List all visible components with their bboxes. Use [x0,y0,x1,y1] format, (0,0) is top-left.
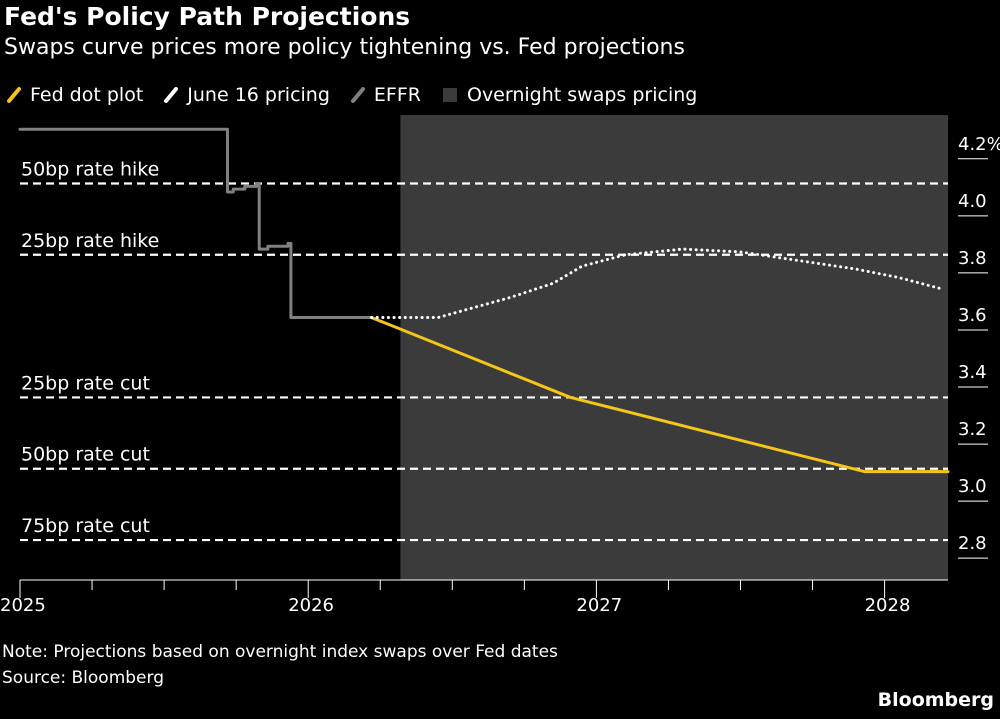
legend-item-effr: EFFR [350,84,421,106]
y-tick-label: 3.4 [958,362,987,383]
reference-line-label: 50bp rate hike [21,158,159,180]
legend-label: EFFR [373,84,421,106]
legend-label: Fed dot plot [30,84,144,106]
legend-label: Overnight swaps pricing [466,84,698,106]
legend-item-overnight-swaps-pricing: Overnight swaps pricing [441,84,697,106]
series-line-fed-dot-plot [370,316,950,474]
x-tick-label: 2027 [576,595,622,616]
legend-item-june-16-pricing: June 16 pricing [163,84,330,106]
y-tick-label: 2.8 [958,533,987,554]
chart-subtitle: Swaps curve prices more policy tightenin… [4,35,685,60]
reference-line-label: 50bp rate cut [21,444,150,466]
chart-title: Fed's Policy Path Projections [4,2,411,31]
chart-note: Note: Projections based on overnight ind… [2,642,558,662]
x-tick-label: 2026 [288,595,334,616]
reference-line-label: 75bp rate cut [21,515,150,537]
y-tick-label: 4.2% [958,134,1000,155]
line-chart: 50bp rate hike 25bp rate hike 25bp rate cu… [0,115,1000,616]
x-tick-label: 2025 [0,595,46,616]
y-tick-label: 3.8 [958,248,987,269]
y-tick-label: 3.6 [958,305,987,326]
square-swatch-icon [442,88,457,102]
y-tick-label: 4.0 [958,191,987,212]
series-line-effr [18,127,374,320]
brand-logo: Bloomberg [877,689,994,711]
reference-line-label: 25bp rate cut [21,372,150,394]
legend-item-fed-dot-plot: Fed dot plot [6,84,143,106]
legend-label: June 16 pricing [187,84,330,106]
chart-source: Source: Bloomberg [2,668,164,688]
y-tick-label: 3.2 [958,419,987,440]
reference-line-label: 25bp rate hike [21,230,159,252]
shaded-region-overnight-swaps [400,115,948,580]
diagonal-line-swatch-icon [164,87,179,103]
diagonal-line-swatch-icon [7,87,21,103]
series-line-june-16-pricing [370,247,944,320]
legend: Fed dot plot June 16 pricing EFFR Overni… [6,82,717,108]
x-tick-label: 2028 [865,595,911,616]
y-tick-label: 3.0 [958,476,987,497]
diagonal-line-swatch-icon [350,87,365,103]
